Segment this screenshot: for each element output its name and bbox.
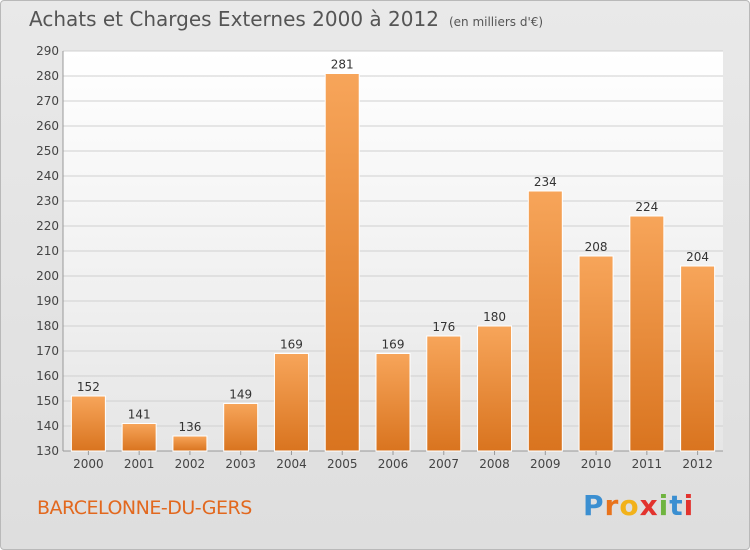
bar: [273, 353, 309, 452]
logo-letter: r: [604, 489, 620, 522]
x-tick-label: 2008: [479, 457, 510, 471]
x-tick-label: 2006: [378, 457, 409, 471]
data-label: 208: [585, 240, 608, 254]
x-tick-label: 2004: [276, 457, 307, 471]
bar: [527, 190, 563, 452]
y-tick-label: 240: [36, 169, 59, 183]
x-tick-label: 2012: [682, 457, 713, 471]
y-tick-label: 280: [36, 69, 59, 83]
logo-letter: x: [639, 489, 659, 522]
bar: [121, 423, 157, 452]
y-tick-label: 260: [36, 119, 59, 133]
bar: [680, 265, 716, 452]
data-label: 224: [635, 200, 658, 214]
logo-letter: t: [669, 489, 684, 522]
unit-note: (en milliers d'€): [448, 15, 544, 29]
bar: [375, 353, 411, 452]
y-tick-label: 230: [36, 194, 59, 208]
data-label: 141: [128, 408, 151, 422]
logo-letter: i: [658, 489, 670, 522]
x-tick-label: 2001: [124, 457, 155, 471]
data-label: 169: [382, 338, 405, 352]
data-label: 281: [331, 58, 354, 72]
x-tick-label: 2011: [632, 457, 663, 471]
x-tick-label: 2007: [428, 457, 459, 471]
y-tick-label: 170: [36, 344, 59, 358]
y-tick-label: 220: [36, 219, 59, 233]
data-label: 204: [686, 250, 709, 264]
data-label: 136: [178, 420, 201, 434]
data-label: 152: [77, 380, 100, 394]
y-tick-label: 210: [36, 244, 59, 258]
data-label: 180: [483, 310, 506, 324]
x-tick-label: 2010: [581, 457, 612, 471]
x-tick-label: 2003: [225, 457, 256, 471]
y-tick-label: 150: [36, 394, 59, 408]
data-label: 169: [280, 338, 303, 352]
logo-letter: i: [683, 489, 695, 522]
logo-letter: o: [619, 489, 640, 522]
y-tick-label: 140: [36, 419, 59, 433]
bar: [629, 215, 665, 452]
logo-letter: P: [583, 489, 605, 522]
bar: [578, 255, 614, 452]
y-tick-label: 190: [36, 294, 59, 308]
bar: [70, 395, 106, 452]
y-tick-label: 200: [36, 269, 59, 283]
bar: [172, 435, 208, 452]
bar: [477, 325, 513, 452]
data-label: 149: [229, 388, 252, 402]
y-tick-label: 270: [36, 94, 59, 108]
y-tick-label: 180: [36, 319, 59, 333]
data-label: 176: [432, 320, 455, 334]
bar: [324, 73, 360, 452]
bar: [426, 335, 462, 452]
chart-title-text: Achats et Charges Externes 2000 à 2012: [29, 7, 439, 31]
y-tick-label: 160: [36, 369, 59, 383]
chart-title: Achats et Charges Externes 2000 à 2012 (e…: [29, 7, 543, 31]
y-tick-label: 290: [36, 44, 59, 58]
x-tick-label: 2000: [73, 457, 104, 471]
bar: [223, 403, 259, 452]
y-tick-label: 250: [36, 144, 59, 158]
x-tick-label: 2002: [175, 457, 206, 471]
x-tick-label: 2005: [327, 457, 358, 471]
data-label: 234: [534, 175, 557, 189]
x-tick-label: 2009: [530, 457, 561, 471]
y-tick-label: 130: [36, 444, 59, 458]
proxiti-logo: Proxiti: [583, 489, 694, 522]
location-label: BARCELONNE-DU-GERS: [37, 497, 252, 519]
